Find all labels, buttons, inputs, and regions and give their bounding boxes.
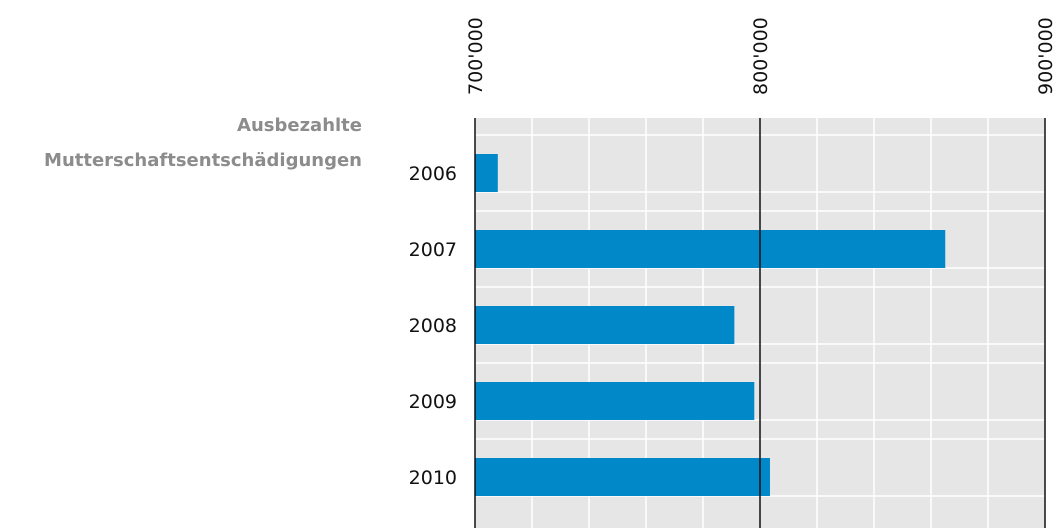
- chart-title: Ausbezahlte Mutterschaftsentschädigungen: [44, 115, 362, 171]
- y-tick-label: 2008: [409, 315, 457, 337]
- y-tick-label: 2010: [409, 467, 457, 489]
- y-tick-label: 2009: [409, 391, 457, 413]
- bar: [475, 306, 735, 344]
- y-tick-label: 2007: [409, 239, 457, 261]
- y-tick-label: 2006: [409, 163, 457, 185]
- x-tick-label: 800'000: [750, 17, 772, 95]
- bar: [475, 382, 755, 420]
- bar: [475, 154, 498, 192]
- x-tick-label: 700'000: [465, 17, 487, 95]
- bar: [475, 458, 770, 496]
- bar: [475, 230, 946, 268]
- x-tick-label: 900'000: [1035, 17, 1056, 95]
